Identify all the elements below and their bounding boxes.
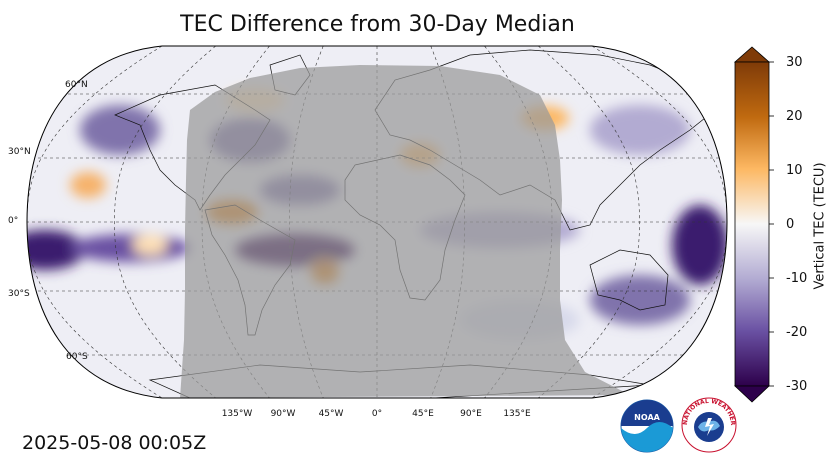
noaa-logo-text: NOAA (634, 413, 660, 422)
anomaly-positive (70, 172, 106, 198)
timestamp: 2025-05-08 00:05Z (22, 432, 207, 454)
lon-label-90w: 90°W (270, 409, 296, 419)
graticule-meridian (538, 46, 640, 398)
graticule-meridian (591, 46, 727, 398)
colorbar-tick-0: 0 (786, 217, 795, 232)
anomaly-negative (80, 105, 160, 155)
chart-title: TEC Difference from 30-Day Median (180, 12, 575, 37)
lon-label-135w: 135°W (221, 409, 253, 419)
nws-logo: NATIONAL WEATHER SERVICE (680, 396, 737, 453)
lat-label-equator: 0° (8, 216, 19, 226)
colorbar-tick-minus30: -30 (786, 379, 808, 394)
colorbar-extend-low (733, 385, 771, 403)
graticule-meridian (27, 46, 163, 398)
colorbar-gradient (734, 61, 770, 387)
lat-label-30s: 30°S (8, 289, 30, 299)
night-shading (180, 65, 630, 398)
lon-label-45e: 45°E (412, 409, 434, 419)
lat-label-30n: 30°N (8, 147, 31, 157)
anomaly-negative (590, 105, 690, 155)
noaa-logo: NOAA (620, 399, 674, 453)
colorbar-label: Vertical TEC (TECU) (812, 162, 828, 290)
colorbar (733, 46, 774, 403)
lon-label-90e: 90°E (460, 409, 482, 419)
anomaly-negative (70, 234, 190, 262)
colorbar-tick-30: 30 (786, 55, 803, 70)
lon-label-135e: 135°E (503, 409, 531, 419)
colorbar-tick-minus10: -10 (786, 271, 808, 286)
lat-label-60s: 60°S (66, 352, 88, 362)
lon-label-45w: 45°W (318, 409, 344, 419)
graticule-meridian (114, 46, 216, 398)
lat-label-60n: 60°N (65, 80, 88, 90)
anomaly-positive (132, 235, 168, 255)
globe-outline (26, 45, 728, 399)
australia-outline (589, 249, 669, 311)
anomaly-negative (590, 275, 690, 325)
colorbar-tick-10: 10 (786, 163, 803, 178)
colorbar-tick-20: 20 (786, 109, 803, 124)
anomaly-negative (27, 230, 85, 270)
lon-label-0: 0° (371, 409, 383, 419)
anomaly-negative (672, 205, 727, 285)
colorbar-tick-minus20: -20 (786, 325, 808, 340)
colorbar-extend-high (733, 46, 771, 63)
